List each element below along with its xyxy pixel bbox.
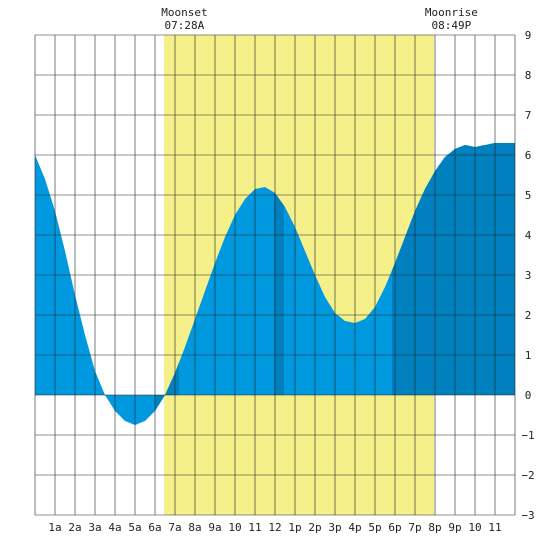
x-tick-label: 8p — [428, 521, 441, 534]
x-tick-label: 5a — [128, 521, 141, 534]
y-tick-label: 2 — [525, 309, 532, 322]
x-tick-label: 7p — [408, 521, 421, 534]
x-tick-label: 6a — [148, 521, 161, 534]
y-tick-label: 9 — [525, 29, 532, 42]
y-tick-label: 3 — [525, 269, 532, 282]
x-tick-label: 6p — [388, 521, 401, 534]
y-tick-label: 4 — [525, 229, 532, 242]
tide-area-shade-2 — [392, 143, 515, 395]
annotation-label: Moonrise — [425, 6, 478, 19]
x-tick-label: 4p — [348, 521, 361, 534]
x-tick-label: 3a — [88, 521, 101, 534]
y-tick-label: −2 — [521, 469, 534, 482]
annotation-time: 08:49P — [432, 19, 472, 32]
x-tick-label: 3p — [328, 521, 341, 534]
y-tick-label: 0 — [525, 389, 532, 402]
x-tick-label: 5p — [368, 521, 381, 534]
x-tick-label: 2p — [308, 521, 321, 534]
x-tick-label: 11 — [488, 521, 501, 534]
y-tick-label: 6 — [525, 149, 532, 162]
x-tick-label: 10 — [468, 521, 481, 534]
x-tick-label: 1p — [288, 521, 301, 534]
y-tick-label: 7 — [525, 109, 532, 122]
annotation-label: Moonset — [161, 6, 207, 19]
y-tick-label: 8 — [525, 69, 532, 82]
y-tick-label: 5 — [525, 189, 532, 202]
x-tick-label: 8a — [188, 521, 201, 534]
x-tick-label: 12 — [268, 521, 281, 534]
y-tick-label: −1 — [521, 429, 534, 442]
tide-area-shade-0 — [155, 362, 179, 411]
x-tick-label: 7a — [168, 521, 181, 534]
x-tick-label: 9a — [208, 521, 221, 534]
x-tick-label: 11 — [248, 521, 261, 534]
y-tick-label: 1 — [525, 349, 532, 362]
x-tick-label: 9p — [448, 521, 461, 534]
y-tick-label: −3 — [521, 509, 534, 522]
tide-area-shade-1 — [274, 192, 284, 395]
x-tick-label: 2a — [68, 521, 81, 534]
grid-layer — [34, 34, 516, 516]
label-layer: 1a 2a 3a 4a 5a 6a 7a 8a 9a 10 11 12 1p 2p 3p 4p 5p 6p 7p 8p… — [48, 6, 534, 534]
x-tick-label: 10 — [228, 521, 241, 534]
x-tick-label: 1a — [48, 521, 61, 534]
x-tick-label: 4a — [108, 521, 121, 534]
annotation-time: 07:28A — [165, 19, 205, 32]
